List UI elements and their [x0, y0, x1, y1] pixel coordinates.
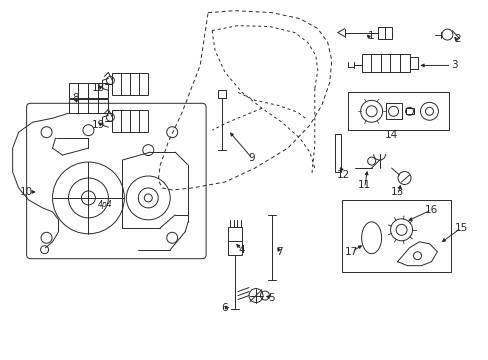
- Text: 6: 6: [221, 302, 228, 312]
- Bar: [112, 73, 148, 95]
- Text: 4p4: 4p4: [98, 201, 112, 210]
- Bar: [341, 200, 450, 272]
- Bar: [377, 27, 391, 39]
- Text: 10: 10: [20, 187, 33, 197]
- Text: 19: 19: [92, 120, 105, 130]
- Text: 7: 7: [276, 247, 283, 257]
- Text: 3: 3: [450, 60, 457, 71]
- Bar: [385, 103, 401, 119]
- Text: 4: 4: [238, 245, 245, 255]
- Text: 16: 16: [424, 205, 437, 215]
- Bar: [68, 84, 108, 98]
- Bar: [112, 110, 148, 132]
- Bar: [218, 90, 225, 98]
- Bar: [227, 227, 242, 255]
- Text: 8: 8: [72, 93, 79, 103]
- Bar: [347, 92, 448, 130]
- Bar: [68, 99, 108, 113]
- Bar: [408, 58, 417, 69]
- Bar: [334, 134, 340, 172]
- Text: 2: 2: [453, 33, 460, 44]
- Text: 12: 12: [336, 170, 349, 180]
- Text: 13: 13: [390, 187, 404, 197]
- Bar: [361, 54, 408, 72]
- Text: 9: 9: [248, 153, 255, 163]
- Text: 5: 5: [268, 293, 275, 302]
- Text: 18: 18: [92, 84, 105, 93]
- Text: 11: 11: [357, 180, 370, 190]
- Text: 15: 15: [454, 223, 467, 233]
- Text: 1: 1: [366, 31, 373, 41]
- Text: 17: 17: [345, 247, 358, 257]
- Bar: [405, 108, 413, 114]
- Text: 14: 14: [384, 130, 397, 140]
